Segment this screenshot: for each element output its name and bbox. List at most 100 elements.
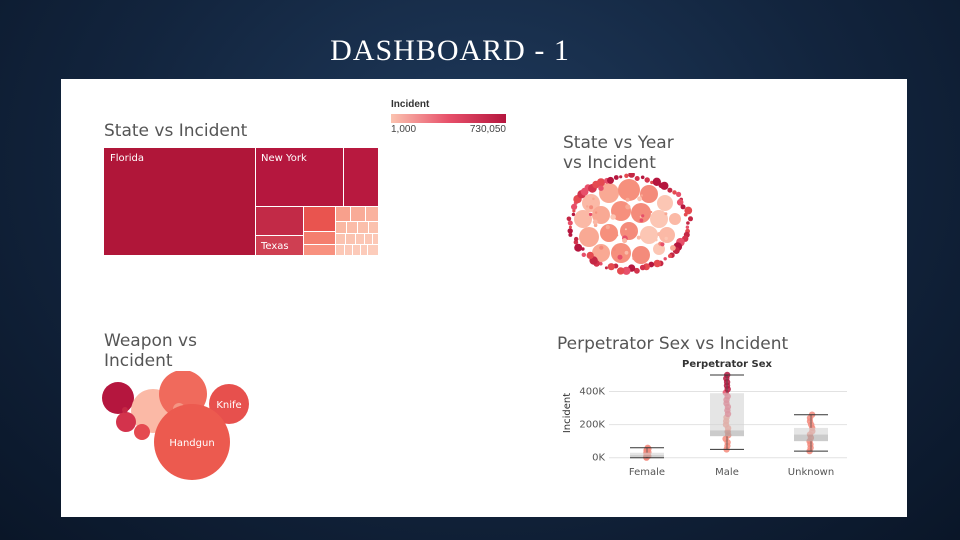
bubble-state-year[interactable] [574,236,579,242]
treemap-cell[interactable] [256,207,303,235]
bubble-state-year[interactable] [625,204,631,210]
treemap-cell[interactable] [369,222,378,233]
bubble-state-year[interactable] [664,212,668,216]
bubble-state-year[interactable] [631,203,651,223]
bubble-state-year[interactable] [685,225,690,229]
bubble-state-year[interactable] [639,264,646,271]
bubble-state-year[interactable] [581,252,586,257]
boxplot-box-upper[interactable] [710,393,744,431]
bubble-state-year[interactable] [632,246,650,264]
bubble-state-year[interactable] [617,254,623,260]
bubble-state-year[interactable] [683,212,688,217]
bubble-state-year[interactable] [660,242,665,247]
bubble-state-year[interactable] [579,227,599,247]
boxplot-box-upper[interactable] [630,452,664,456]
treemap-cell[interactable] [356,234,364,244]
bubble-state-year[interactable] [686,221,690,225]
bubble-state-year[interactable] [613,175,619,180]
bubble-state-year[interactable] [618,179,640,201]
bubble-state-year[interactable] [659,227,675,243]
bubble-state-year[interactable] [680,204,686,210]
bubble-state-year[interactable] [650,210,653,214]
bubble-state-year[interactable] [568,225,572,229]
bubble-state-year[interactable] [625,197,630,202]
bubble-state-year[interactable] [567,220,573,226]
bubble-state-year[interactable] [676,199,684,206]
bubble-state-year[interactable] [654,238,658,242]
treemap-cell[interactable] [304,245,335,255]
boxplot-box-lower[interactable] [794,434,828,442]
bubble-state-year[interactable] [664,236,668,241]
treemap-cell[interactable] [366,207,378,221]
treemap-cell-texas[interactable] [256,236,303,255]
treemap-cell[interactable] [358,222,368,233]
bubble-state-year[interactable] [610,214,616,220]
weapon-bubble-knife[interactable] [209,384,249,424]
weapon-bubble[interactable] [122,407,128,413]
bubble-state-year[interactable] [607,176,614,184]
treemap-cell[interactable] [336,234,345,244]
boxplot-box-lower[interactable] [710,430,744,437]
bubble-state-year[interactable] [634,267,640,274]
treemap-cell[interactable] [347,222,357,233]
bubble-state-year[interactable] [662,217,666,221]
bubble-state-year[interactable] [611,243,631,263]
bubble-state-year[interactable] [624,250,629,255]
bubble-state-year[interactable] [596,178,606,187]
bubble-state-year[interactable] [600,224,618,242]
bubble-state-year[interactable] [605,225,610,230]
bubble-state-year[interactable] [640,185,658,203]
weapon-bubble[interactable] [134,424,150,440]
bubble-state-year[interactable] [585,209,590,214]
treemap-cell[interactable] [365,234,372,244]
bubble-state-year[interactable] [572,209,576,213]
bubble-state-year[interactable] [624,228,627,231]
bubble-state-year[interactable] [653,259,662,268]
bubble-state-year[interactable] [586,205,589,208]
bubble-state-year[interactable] [612,247,616,252]
bubble-state-year[interactable] [640,175,645,180]
treemap-cell[interactable] [345,245,352,255]
bubble-state-year[interactable] [672,190,677,195]
treemap-cell[interactable] [346,234,355,244]
bubble-state-year[interactable] [628,173,635,178]
treemap-cell[interactable] [336,207,350,221]
bubble-state-year[interactable] [567,228,573,234]
bubble-state-year[interactable] [594,211,598,214]
bubble-state-year[interactable] [688,216,693,222]
bubble-state-year[interactable] [586,251,594,259]
bubble-state-year[interactable] [667,187,673,193]
bubble-state-year[interactable] [624,173,629,178]
bubble-state-year[interactable] [670,245,676,251]
bubble-state-year[interactable] [650,210,668,228]
bubble-state-year[interactable] [589,205,594,210]
bubble-state-year[interactable] [615,234,619,237]
bubble-state-year[interactable] [648,261,655,268]
bubble-state-year[interactable] [632,257,635,260]
bubble-state-year[interactable] [620,208,623,211]
bubble-state-year[interactable] [634,176,640,181]
treemap-cell-florida[interactable] [104,148,255,255]
treemap-cell[interactable] [304,207,335,231]
treemap-cell[interactable] [351,207,365,221]
bubble-state-year[interactable] [684,206,693,215]
treemap-cell[interactable] [336,245,344,255]
bubble-state-year[interactable] [592,219,598,225]
bubble-state-year[interactable] [617,267,625,275]
treemap-cell[interactable] [373,234,378,244]
bubble-state-year[interactable] [622,238,628,244]
weapon-bubble-handgun[interactable] [154,404,230,480]
bubble-state-year[interactable] [676,191,682,197]
bubble-state-year[interactable] [641,214,645,218]
bubble-state-year[interactable] [592,197,595,201]
bubble-state-year[interactable] [571,203,578,210]
bubble-state-year[interactable] [663,257,667,261]
weapon-bubble[interactable] [116,412,136,432]
treemap-cell[interactable] [353,245,360,255]
bubble-state-year[interactable] [571,212,576,217]
bubble-state-year[interactable] [657,195,673,211]
bubble-state-year[interactable] [636,235,641,240]
bubble-state-year[interactable] [568,232,573,237]
bubble-state-year[interactable] [634,229,638,232]
bubble-state-year[interactable] [640,226,658,244]
